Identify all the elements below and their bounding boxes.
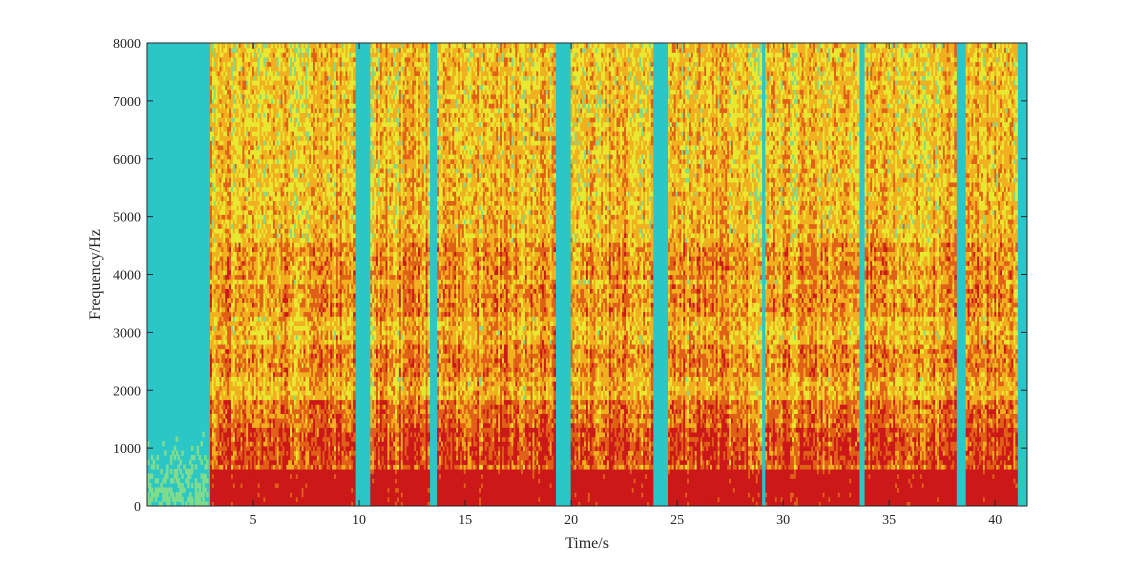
- spectrogram-cell: [199, 483, 202, 488]
- spectrogram-cell: [151, 455, 154, 460]
- spectrogram-cell: [166, 492, 169, 497]
- spectrogram-cell: [191, 446, 194, 451]
- spectrogram-cell: [170, 460, 173, 465]
- spectrogram-cell: [160, 483, 163, 488]
- spectrogram-cell: [176, 474, 179, 479]
- spectrogram-cell: [170, 487, 173, 492]
- spectrogram-cell: [153, 460, 156, 465]
- spectrogram-cell: [164, 450, 167, 455]
- spectrogram-cell: [191, 464, 194, 469]
- spectrogram-cell: [151, 487, 154, 492]
- spectrogram-cell: [174, 455, 177, 460]
- spectrogram-cell: [206, 478, 209, 483]
- spectrogram-cell: [200, 441, 203, 446]
- spectrogram-cell: [187, 483, 190, 488]
- spectrogram-cell: [155, 497, 158, 502]
- spectrogram-cell: [172, 478, 175, 483]
- spectrogram-cell: [166, 469, 169, 474]
- spectrogram-cell: [174, 446, 177, 451]
- spectrogram-cell: [178, 455, 181, 460]
- spectrogram-cell: [197, 450, 200, 455]
- spectrogram-cell: [191, 469, 194, 474]
- spectrogram-cell: [189, 474, 192, 479]
- spectrogram-cell: [206, 492, 209, 497]
- spectrogram-cell: [189, 460, 192, 465]
- spectrogram-cell: [195, 478, 198, 483]
- spectrogram-cell: [202, 497, 205, 502]
- spectrogram-cell: [199, 487, 202, 492]
- spectrogram-cell: [151, 497, 154, 502]
- spectrogram-cell: [191, 497, 194, 502]
- spectrogram-cell: [166, 474, 169, 479]
- spectrogram-cell: [172, 492, 175, 497]
- spectrogram-cell: [178, 464, 181, 469]
- spectrogram-cell: [157, 464, 160, 469]
- spectrogram-cell: [200, 460, 203, 465]
- spectrogram-cell: [181, 474, 184, 479]
- spectrogram-cell: [176, 469, 179, 474]
- spectrogram-cell: [157, 478, 160, 483]
- spectrogram-cell: [151, 474, 154, 479]
- spectrogram-cell: [206, 464, 209, 469]
- plot-area: [147, 43, 1027, 507]
- spectrogram-cell: [181, 483, 184, 488]
- spectrogram-cell: [178, 478, 181, 483]
- spectrogram-cell: [193, 455, 196, 460]
- spectrogram-cell: [181, 450, 184, 455]
- spectrogram-cell: [189, 492, 192, 497]
- spectrogram-cell: [176, 437, 179, 442]
- spectrogram-cell: [183, 487, 186, 492]
- spectrogram-cells: [147, 43, 1018, 507]
- spectrogram-cell: [162, 441, 165, 446]
- spectrogram-cell: [202, 432, 205, 437]
- spectrogram-cell: [181, 497, 184, 502]
- spectrogram-cell: [197, 446, 200, 451]
- spectrogram-cell: [179, 469, 182, 474]
- spectrogram-cell: [204, 474, 207, 479]
- spectrogram-cell: [202, 483, 205, 488]
- spectrogram-cell: [195, 487, 198, 492]
- spectrogram-cell: [206, 460, 209, 465]
- spectrogram-cell: [195, 464, 198, 469]
- spectrogram-cell: [168, 497, 171, 502]
- spectrogram-cell: [172, 450, 175, 455]
- spectrogram-cell: [204, 455, 207, 460]
- spectrogram-cell: [170, 455, 173, 460]
- spectrogram-cell: [199, 455, 202, 460]
- spectrogram-cell: [191, 483, 194, 488]
- spectrogram-cell: [204, 487, 207, 492]
- spectrogram-cell: [199, 497, 202, 502]
- spectrogram-cell: [153, 464, 156, 469]
- spectrogram-cell: [187, 478, 190, 483]
- spectrogram-cell: [149, 483, 152, 488]
- spectrogram-cell: [183, 464, 186, 469]
- spectrogram-cell: [157, 492, 160, 497]
- spectrogram-cell: [179, 492, 182, 497]
- spectrogram-cell: [170, 469, 173, 474]
- spectrogram-cell: [157, 455, 160, 460]
- spectrogram-cell: [160, 469, 163, 474]
- spectrogram-cell: [164, 478, 167, 483]
- spectrogram-cell: [179, 460, 182, 465]
- spectrogram-cell: [176, 450, 179, 455]
- spectrogram-cell: [166, 464, 169, 469]
- spectrogram-cell: [202, 492, 205, 497]
